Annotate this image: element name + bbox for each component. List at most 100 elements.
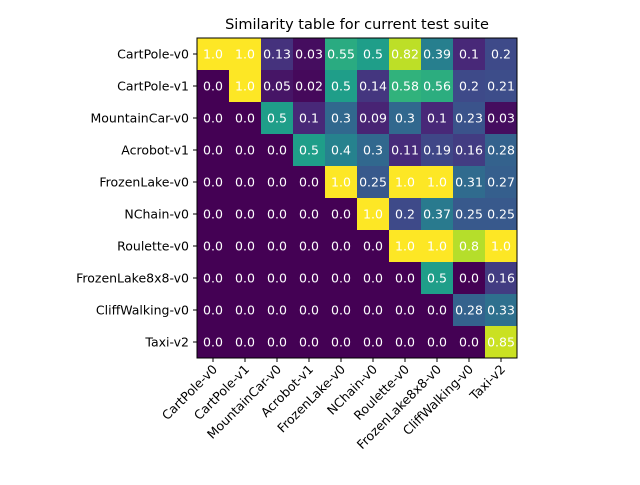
heatmap-cell-label: 0.0 xyxy=(331,303,351,318)
heatmap-cell-label: 0.0 xyxy=(395,271,415,286)
heatmap-cell-label: 0.0 xyxy=(331,207,351,222)
heatmap-cell xyxy=(453,38,486,71)
heatmap-cell xyxy=(261,230,294,263)
heatmap-cell xyxy=(229,262,262,295)
heatmap-cell-label: 0.13 xyxy=(263,47,291,62)
heatmap-cell xyxy=(357,294,390,327)
heatmap-cell xyxy=(389,326,422,359)
heatmap-cell-label: 0.27 xyxy=(487,175,515,190)
heatmap-cell xyxy=(453,230,486,263)
y-axis-ticks: CartPole-v0 CartPole-v1 MountainCar-v0 Acro… xyxy=(76,47,197,350)
heatmap-cell-label: 0.0 xyxy=(363,303,383,318)
heatmap-cell xyxy=(261,198,294,231)
heatmap-cell xyxy=(261,294,294,327)
heatmap-cell-label: 0.25 xyxy=(487,207,515,222)
heatmap-cell xyxy=(453,102,486,135)
heatmap-cell-label: 0.16 xyxy=(455,143,483,158)
heatmap-cell-label: 0.8 xyxy=(459,239,479,254)
heatmap-cell xyxy=(389,230,422,263)
heatmap-cell-label: 0.58 xyxy=(391,79,419,94)
heatmap-cell xyxy=(197,262,230,295)
heatmap-cell-label: 0.0 xyxy=(235,239,255,254)
heatmap-cell xyxy=(421,134,454,167)
heatmap-cell-label: 0.03 xyxy=(295,47,323,62)
heatmap-cell-label: 0.0 xyxy=(235,271,255,286)
heatmap-cell xyxy=(261,166,294,199)
heatmap-cell xyxy=(389,102,422,135)
heatmap-cell-label: 0.0 xyxy=(235,175,255,190)
heatmap-cell xyxy=(453,262,486,295)
heatmap-cell xyxy=(485,326,518,359)
heatmap-cell xyxy=(197,166,230,199)
heatmap-cell-label: 0.0 xyxy=(395,303,415,318)
heatmap-cell-label: 0.0 xyxy=(203,207,223,222)
heatmap-cell-label: 0.0 xyxy=(427,335,447,350)
heatmap-cell-label: 0.21 xyxy=(487,79,515,94)
heatmap-cell xyxy=(389,294,422,327)
heatmap-cell xyxy=(325,38,358,71)
heatmap-cell-label: 0.25 xyxy=(359,175,387,190)
heatmap-cell-label: 0.82 xyxy=(391,47,419,62)
heatmap-cell xyxy=(293,166,326,199)
heatmap-cell xyxy=(325,70,358,103)
heatmap-cell xyxy=(357,230,390,263)
heatmap-cell xyxy=(389,38,422,71)
heatmap-cell xyxy=(421,198,454,231)
heatmap-cell xyxy=(261,38,294,71)
heatmap-cell-label: 0.0 xyxy=(267,271,287,286)
heatmap-cell xyxy=(421,166,454,199)
heatmap-cell xyxy=(229,70,262,103)
heatmap-cell-label: 0.0 xyxy=(299,175,319,190)
heatmap-cell-label: 0.05 xyxy=(263,79,291,94)
heatmap-cell-label: 0.0 xyxy=(299,239,319,254)
heatmap-cell xyxy=(453,134,486,167)
heatmap-cell-label: 0.28 xyxy=(487,143,515,158)
heatmap-cell-label: 0.5 xyxy=(363,47,383,62)
heatmap-cell xyxy=(293,102,326,135)
heatmap-cell xyxy=(485,230,518,263)
heatmap-cell xyxy=(357,262,390,295)
heatmap-cell xyxy=(229,326,262,359)
y-tick-label: CartPole-v1 xyxy=(117,79,189,94)
heatmap-cell xyxy=(197,134,230,167)
heatmap-cell xyxy=(453,326,486,359)
heatmap-cell xyxy=(485,294,518,327)
heatmap-cell-label: 0.0 xyxy=(203,271,223,286)
heatmap-cell-label: 0.11 xyxy=(391,143,419,158)
heatmap-cell-label: 0.31 xyxy=(455,175,483,190)
heatmap-cell-label: 1.0 xyxy=(363,207,383,222)
heatmap-cell xyxy=(197,38,230,71)
heatmap-cell xyxy=(229,294,262,327)
heatmap-cell xyxy=(197,102,230,135)
heatmap-cell xyxy=(485,102,518,135)
heatmap-cell xyxy=(229,102,262,135)
heatmap-cell xyxy=(357,102,390,135)
chart-title: Similarity table for current test suite xyxy=(225,17,489,33)
heatmap-cell-label: 0.0 xyxy=(331,335,351,350)
heatmap-cell xyxy=(293,134,326,167)
y-tick-label: CartPole-v0 xyxy=(117,47,189,62)
heatmap-cell-label: 0.37 xyxy=(423,207,451,222)
heatmap-cell-label: 0.0 xyxy=(235,143,255,158)
heatmap-cell xyxy=(293,294,326,327)
heatmap-cell-label: 0.0 xyxy=(203,111,223,126)
heatmap-cell xyxy=(325,134,358,167)
heatmap-cell-label: 1.0 xyxy=(395,239,415,254)
heatmap-cell xyxy=(229,230,262,263)
heatmap-cell-label: 0.0 xyxy=(235,335,255,350)
heatmap-cell xyxy=(453,70,486,103)
heatmap-cell-label: 1.0 xyxy=(235,79,255,94)
heatmap-cell-label: 0.2 xyxy=(395,207,415,222)
heatmap-cell-label: 0.0 xyxy=(427,303,447,318)
heatmap-cell xyxy=(421,326,454,359)
heatmap-cell-label: 0.0 xyxy=(363,271,383,286)
y-tick-label: CliffWalking-v0 xyxy=(96,303,189,318)
heatmap-cell xyxy=(357,70,390,103)
heatmap-cell-label: 0.4 xyxy=(331,143,351,158)
heatmap-cell-label: 0.56 xyxy=(423,79,451,94)
heatmap-cell-label: 0.0 xyxy=(267,335,287,350)
heatmap-cell-label: 0.1 xyxy=(459,47,479,62)
heatmap-cell-label: 0.3 xyxy=(331,111,351,126)
